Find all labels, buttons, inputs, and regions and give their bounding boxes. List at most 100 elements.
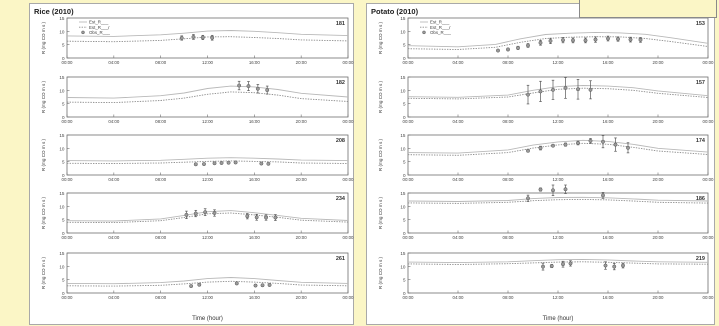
panel-181: 0 5 10 15 00:00 04:00 08:00 12:00 16:00 20:00 00:0…: [41, 16, 354, 65]
line-est-b: [407, 198, 709, 204]
x-tick-label: 00:00: [343, 119, 355, 124]
x-tick-label: 20:00: [296, 295, 308, 300]
obs-point: [526, 148, 530, 153]
obs-point: [551, 87, 555, 92]
x-tick-label: 08:00: [155, 177, 167, 182]
x-tick-label: 00:00: [403, 235, 415, 240]
x-tick-label: 00:00: [62, 295, 74, 300]
x-tick-label: 00:00: [703, 60, 715, 65]
obs-point: [200, 35, 205, 40]
x-tick-label: 20:00: [653, 177, 665, 182]
legend-label: Obs_R___: [89, 30, 111, 35]
y-tick-label: 0: [62, 231, 65, 236]
x-tick-label: 16:00: [603, 235, 615, 240]
obs-point: [234, 281, 239, 286]
obs-point: [601, 193, 605, 198]
obs-point: [551, 188, 555, 193]
obs-point: [606, 36, 610, 41]
x-tick-label: 00:00: [62, 60, 74, 65]
y-tick-label: 10: [59, 146, 65, 151]
day-label: 153: [696, 21, 705, 27]
x-tick-label: 20:00: [296, 60, 308, 65]
obs-point: [526, 196, 530, 201]
x-tick-label: 00:00: [62, 119, 74, 124]
obs-point: [538, 187, 543, 192]
day-label: 208: [336, 138, 345, 144]
obs-point: [219, 161, 224, 165]
obs-point: [526, 92, 530, 97]
obs-point: [237, 83, 242, 88]
obs-point: [189, 284, 194, 289]
y-tick-label: 15: [400, 133, 406, 138]
x-tick-label: 16:00: [249, 60, 261, 65]
obs-point: [496, 48, 500, 53]
obs-point: [621, 263, 625, 268]
y-tick-label: 15: [400, 75, 406, 80]
panel-frame: [66, 252, 349, 294]
x-tick-label: 00:00: [703, 177, 715, 182]
rice-figure: Rice (2010) 0 5 10 15 00:00 04:00 08:00 12:00 16:…: [29, 3, 354, 325]
x-tick-label: 12:00: [553, 235, 565, 240]
y-tick-label: 10: [400, 29, 406, 34]
x-tick-label: 08:00: [503, 177, 515, 182]
obs-point: [212, 161, 217, 166]
y-tick-label: 0: [62, 173, 65, 178]
panel-frame: [407, 192, 709, 234]
y-tick-label: 15: [59, 75, 65, 80]
day-label: 174: [696, 138, 706, 144]
x-tick-label: 20:00: [296, 119, 308, 124]
x-tick-label: 00:00: [403, 295, 415, 300]
y-axis-label: R (mg CO m s ): [41, 21, 46, 54]
x-tick-label: 12:00: [553, 177, 565, 182]
y-tick-label: 10: [400, 146, 406, 151]
obs-point: [561, 262, 565, 267]
panel-182: 0 5 10 15 00:00 04:00 08:00 12:00 16:00 20:00 00:0…: [41, 75, 354, 124]
line-est-a: [66, 157, 349, 162]
y-tick-label: 5: [403, 218, 406, 223]
legend-obs-marker: [81, 30, 85, 35]
y-axis-label: R (mg CO m s ): [378, 80, 383, 113]
panel-208: 0 5 10 15 00:00 04:00 08:00 12:00 16:00 20:00 00:0…: [41, 133, 354, 182]
obs-point: [603, 263, 608, 268]
x-tick-label: 00:00: [403, 119, 415, 124]
panel-frame: [66, 76, 349, 118]
obs-point: [538, 146, 543, 151]
x-tick-label: 12:00: [202, 119, 214, 124]
obs-point: [266, 161, 271, 166]
obs-point: [563, 85, 568, 90]
x-tick-label: 12:00: [202, 235, 214, 240]
obs-point: [613, 142, 618, 147]
x-tick-label: 04:00: [453, 119, 465, 124]
y-tick-label: 5: [403, 278, 406, 283]
obs-point: [259, 161, 264, 166]
y-tick-label: 5: [403, 43, 406, 48]
obs-point: [538, 40, 543, 45]
x-tick-label: 20:00: [653, 295, 665, 300]
obs-point: [203, 210, 208, 215]
line-est-a: [407, 196, 709, 202]
legend-label: Est_R___: [89, 20, 109, 25]
legend-obs-marker: [422, 30, 426, 35]
obs-point: [588, 87, 593, 92]
x-tick-label: 20:00: [653, 119, 665, 124]
day-label: 234: [336, 196, 346, 202]
x-tick-label: 08:00: [503, 60, 515, 65]
panel-153: 0 5 10 15 00:00 04:00 08:00 12:00 16:00 20:00 00:0…: [378, 16, 714, 65]
y-axis-label: R (mg CO m s ): [378, 138, 383, 171]
x-tick-label: 04:00: [453, 60, 465, 65]
x-tick-label: 04:00: [453, 177, 465, 182]
y-tick-label: 0: [403, 291, 406, 296]
y-axis-label: R (mg CO m s ): [41, 138, 46, 171]
obs-point: [255, 86, 260, 91]
chart-svg: Potato (2010) 0 5 10 15 00:00 04:00 08:00 12:00 1…: [371, 7, 715, 322]
x-tick-label: 00:00: [703, 295, 715, 300]
y-tick-label: 15: [400, 191, 406, 196]
legend-label: Est_R___r: [89, 25, 110, 30]
x-tick-label: 00:00: [343, 295, 355, 300]
obs-point: [616, 37, 620, 42]
x-tick-label: 16:00: [249, 295, 261, 300]
x-tick-label: 08:00: [155, 295, 167, 300]
obs-point: [506, 47, 510, 52]
